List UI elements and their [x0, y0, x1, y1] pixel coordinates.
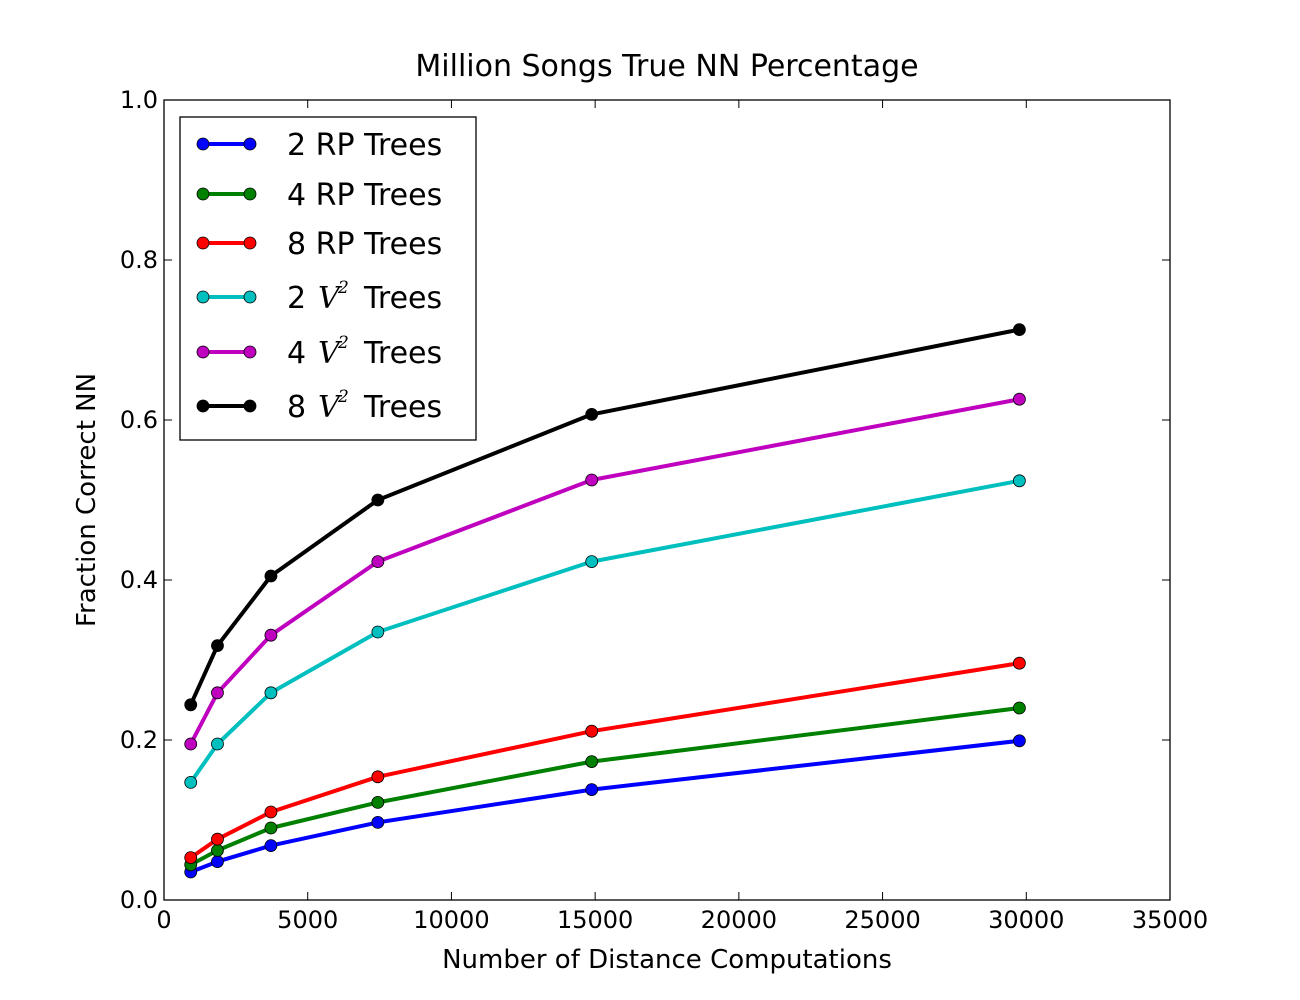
data-point	[1012, 323, 1026, 337]
data-point	[1012, 656, 1026, 670]
data-point	[585, 724, 599, 738]
x-tick-label: 5000	[277, 906, 338, 934]
plot-area: 0 5000 10000 15000 20000 25000 30000 35000 0.0 0.…	[120, 86, 1208, 934]
x-tick-label: 10000	[413, 906, 489, 934]
legend-label-suffix: Trees	[363, 336, 442, 371]
legend-label-math: V	[318, 336, 343, 371]
series-line-3	[189, 478, 1020, 784]
data-point	[371, 770, 385, 784]
data-point	[585, 473, 599, 487]
legend-label-suffix: Trees	[363, 390, 442, 425]
data-point	[371, 555, 385, 568]
legend-label-count: 2	[287, 281, 306, 316]
y-tick-label: 1.0	[120, 86, 158, 114]
data-point	[211, 737, 224, 751]
data-point	[1012, 474, 1026, 488]
data-point	[585, 555, 599, 568]
legend-label-math: V	[318, 281, 343, 316]
data-point	[264, 839, 278, 852]
legend-box	[179, 116, 477, 441]
legend-marker	[243, 187, 257, 201]
legend-label-count: 4	[287, 336, 306, 371]
legend-label-superscript: 2	[337, 333, 349, 353]
data-point	[264, 686, 278, 700]
data-point	[585, 783, 599, 796]
legend-label: 4 RP Trees	[287, 178, 442, 213]
y-axis-label: Fraction Correct NN	[72, 373, 102, 627]
legend-label-superscript: 2	[337, 387, 349, 407]
legend-marker	[243, 399, 257, 413]
data-point	[371, 493, 385, 507]
legend-label-math: V	[318, 390, 343, 425]
data-point	[184, 737, 198, 751]
data-point	[211, 855, 224, 868]
data-point	[585, 755, 599, 768]
legend-marker	[196, 187, 210, 201]
legend-marker	[196, 236, 210, 250]
data-point	[264, 805, 278, 819]
data-point	[1012, 734, 1026, 748]
x-tick-label: 15000	[557, 906, 633, 934]
x-tick-label: 30000	[988, 906, 1064, 934]
legend-marker	[243, 236, 257, 250]
series-line-5	[188, 327, 1020, 706]
legend-marker	[196, 345, 210, 359]
y-tick-label: 0.0	[120, 886, 158, 914]
y-tick-label: 0.6	[120, 406, 158, 434]
legend-label-superscript: 2	[337, 278, 349, 298]
x-tick-label: 25000	[844, 906, 920, 934]
x-tick-label: 20000	[701, 906, 777, 934]
data-point	[211, 686, 224, 700]
legend-marker	[196, 290, 210, 304]
series-line-4	[188, 397, 1020, 745]
data-point	[211, 639, 224, 652]
legend-marker	[243, 137, 257, 151]
data-point	[1012, 392, 1026, 406]
x-axis-label: Number of Distance Computations	[442, 945, 892, 975]
data-point	[585, 407, 599, 421]
data-point	[1012, 701, 1026, 715]
data-point	[184, 698, 198, 712]
legend-label: 2 RP Trees	[287, 128, 442, 163]
data-point	[184, 776, 198, 789]
data-point	[211, 832, 224, 846]
x-tick-label: 35000	[1132, 906, 1208, 934]
data-point	[264, 569, 278, 583]
legend-marker	[243, 345, 257, 359]
legend-label-suffix: Trees	[363, 281, 442, 316]
data-point	[264, 628, 278, 642]
legend-marker	[196, 399, 210, 413]
data-point	[184, 851, 198, 864]
data-point	[371, 796, 385, 809]
x-tick-label: 0	[156, 906, 171, 934]
y-tick-label: 0.2	[120, 726, 158, 754]
legend-label-count: 8	[287, 390, 306, 425]
data-point	[371, 625, 385, 639]
axes-frame	[163, 99, 1171, 901]
data-point	[371, 816, 385, 829]
y-tick-label: 0.4	[120, 566, 158, 594]
legend-marker	[243, 290, 257, 304]
legend-label: 8 RP Trees	[287, 227, 442, 262]
data-point	[264, 821, 278, 835]
y-tick-label: 0.8	[120, 246, 158, 274]
data-point	[211, 844, 224, 857]
chart-title: Million Songs True NN Percentage	[415, 49, 918, 84]
legend-marker	[196, 137, 210, 151]
